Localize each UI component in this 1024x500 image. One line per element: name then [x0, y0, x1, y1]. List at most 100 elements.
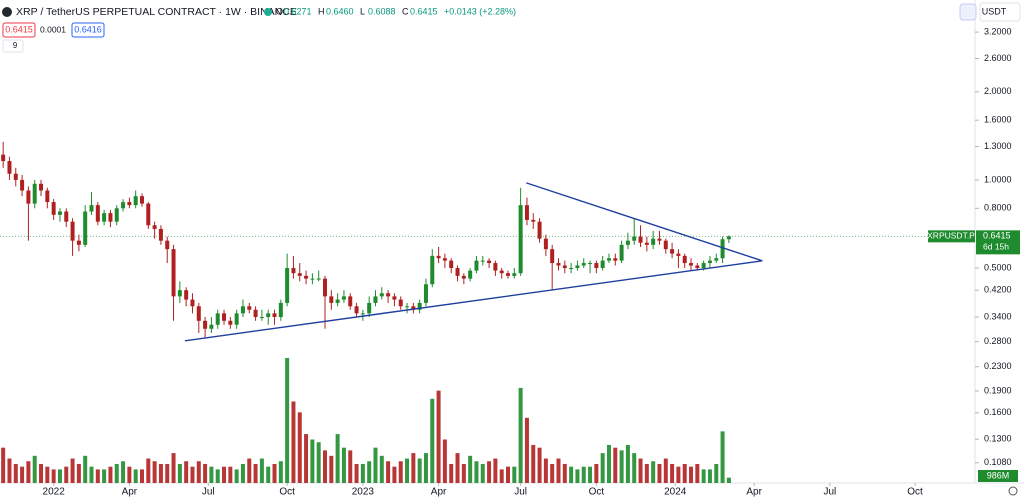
candle-body — [203, 320, 208, 329]
candle-body — [247, 306, 252, 310]
volume-bar — [240, 463, 245, 483]
candle-body — [341, 296, 346, 300]
volume-bar — [285, 358, 290, 483]
volume-bar — [354, 463, 359, 483]
y-tick-label: 0.1080 — [984, 457, 1012, 467]
volume-bar — [524, 417, 529, 483]
volume-bar — [108, 466, 113, 483]
candle-body — [644, 242, 649, 245]
candle-body — [285, 268, 290, 303]
candle-body — [436, 255, 441, 259]
candle-body — [83, 211, 88, 245]
candle-body — [518, 205, 523, 274]
trendline — [184, 260, 763, 342]
candle-body — [20, 179, 25, 191]
candle-body — [51, 202, 56, 215]
volume-bar — [726, 477, 731, 483]
volume-bar — [606, 444, 611, 483]
y-tick-label: 0.3400 — [984, 311, 1012, 321]
x-tick-label: Jul — [202, 487, 215, 498]
candle-body — [209, 324, 214, 329]
candle-body — [613, 258, 618, 261]
candle-body — [278, 302, 283, 318]
candle-body — [335, 299, 340, 303]
candle-body — [638, 236, 643, 243]
volume-bar — [613, 447, 618, 483]
volume-bar — [234, 469, 239, 483]
volume-bar — [203, 463, 208, 483]
settings-icon[interactable] — [1008, 486, 1018, 496]
volume-bar — [57, 469, 62, 483]
candle-body — [562, 265, 567, 269]
x-tick-label: Apr — [122, 487, 138, 498]
candle-body — [222, 313, 227, 321]
x-tick-label: Oct — [907, 487, 923, 498]
volume-bar — [499, 469, 504, 483]
candle-body — [190, 299, 195, 307]
x-tick-label: Apr — [431, 487, 447, 498]
candle-body — [537, 221, 542, 239]
volume-bar — [152, 461, 157, 483]
candle-body — [102, 213, 107, 222]
candle-body — [121, 202, 126, 209]
candle-body — [581, 263, 586, 266]
y-tick-label: 0.2300 — [984, 361, 1012, 371]
currency-button[interactable] — [979, 2, 1021, 22]
candle-body — [39, 183, 44, 191]
candle-body — [354, 306, 359, 314]
volume-bar — [625, 444, 630, 483]
volume-bar — [291, 401, 296, 483]
volume-bar — [392, 466, 397, 483]
volume-bar — [184, 461, 189, 483]
volume-bar — [657, 463, 662, 483]
candle-body — [234, 313, 239, 325]
volume-bar — [569, 466, 574, 483]
volume-bar — [644, 463, 649, 483]
market-status — [264, 8, 272, 16]
currency[interactable]: USDT — [982, 6, 1007, 16]
volume-bar — [455, 453, 460, 483]
volume-bar — [676, 466, 681, 483]
volume-bar — [127, 466, 132, 483]
candle-body — [76, 240, 81, 245]
buy-price[interactable]: 0.6416 — [74, 24, 102, 34]
volume-bar — [367, 461, 372, 483]
x-tick-label: Jul — [514, 487, 527, 498]
volume-bar — [20, 466, 25, 483]
trendline — [526, 182, 763, 262]
indicator-count[interactable]: 9 — [13, 41, 18, 50]
candle-body — [89, 205, 94, 212]
candle-body — [253, 309, 258, 318]
candle-body — [455, 268, 460, 276]
candle-body — [524, 205, 529, 220]
candle-body — [266, 313, 271, 318]
candle-body — [423, 284, 428, 303]
compare-button[interactable] — [959, 3, 977, 21]
volume-bar — [619, 450, 624, 483]
volume-bar — [581, 466, 586, 483]
volume-bar — [405, 458, 410, 483]
candle-body — [543, 238, 548, 250]
y-tick-label: 0.1300 — [984, 434, 1012, 444]
candle-body — [487, 260, 492, 264]
symbol-title[interactable]: XRP / TetherUS PERPETUAL CONTRACT · 1W ·… — [16, 6, 297, 18]
sell-button[interactable] — [2, 22, 36, 38]
volume-bar — [720, 431, 725, 483]
candle-body — [392, 296, 397, 300]
volume-bar — [670, 463, 675, 483]
buy-button[interactable] — [71, 22, 105, 38]
candle-body — [139, 196, 144, 204]
volume-bar — [13, 463, 18, 483]
volume-bar — [588, 466, 593, 483]
indicators-toggle[interactable] — [2, 39, 24, 53]
candle-body — [720, 239, 725, 259]
x-tick-label: Apr — [746, 487, 762, 498]
candle-body — [310, 278, 315, 280]
volume-bar — [222, 466, 227, 483]
y-tick-label: 0.4200 — [984, 285, 1012, 295]
volume-bar — [266, 466, 271, 483]
candle-body — [575, 265, 580, 269]
sell-price[interactable]: 0.6415 — [5, 24, 33, 34]
candle-body — [442, 258, 447, 261]
symbol-logo — [2, 7, 12, 17]
